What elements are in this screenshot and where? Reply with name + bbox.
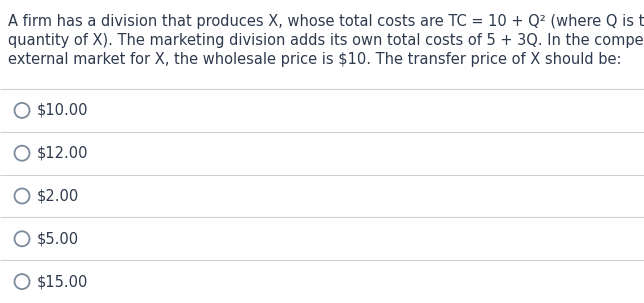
Text: $10.00: $10.00 <box>37 103 88 118</box>
Text: quantity of X). The marketing division adds its own total costs of 5 + 3Q. In th: quantity of X). The marketing division a… <box>8 33 644 48</box>
Text: $5.00: $5.00 <box>37 231 79 246</box>
Text: $2.00: $2.00 <box>37 188 79 204</box>
Text: A firm has a division that produces X, whose total costs are TC = 10 + Q² (where: A firm has a division that produces X, w… <box>8 14 644 29</box>
Text: $15.00: $15.00 <box>37 274 88 289</box>
Text: $12.00: $12.00 <box>37 146 88 161</box>
Text: external market for X, the wholesale price is $10. The transfer price of X shoul: external market for X, the wholesale pri… <box>8 52 621 67</box>
